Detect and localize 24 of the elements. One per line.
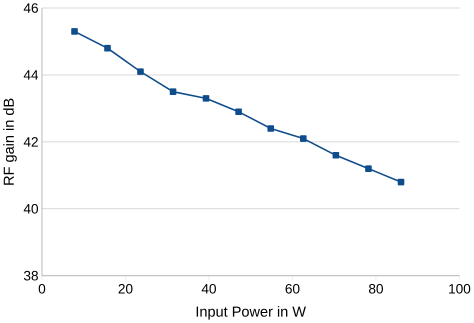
x-axis-title: Input Power in W (196, 306, 306, 320)
point (365, 165, 372, 172)
point (398, 178, 404, 186)
x-tick-label: 0 (38, 284, 46, 294)
y-tick-label: 42 (24, 137, 38, 147)
y-axis-title: RF gain in dB (3, 98, 17, 185)
point (71, 28, 78, 35)
point (332, 152, 340, 159)
point (137, 68, 144, 75)
x-tick-label: 60 (286, 284, 300, 294)
x-tick-label: 80 (369, 284, 383, 294)
y-tick-label: 44 (24, 70, 38, 80)
y-tick-label: 40 (24, 204, 38, 214)
y-tick-label: 46 (24, 3, 38, 13)
point (300, 135, 307, 142)
x-tick-label: 40 (202, 284, 216, 294)
x-tick-label: 100 (449, 284, 470, 294)
x-tick-label: 20 (118, 284, 132, 294)
point (104, 44, 111, 52)
point (170, 88, 176, 96)
point (235, 108, 242, 116)
y-tick-label: 38 (24, 270, 38, 281)
point (202, 95, 210, 102)
point (267, 125, 274, 132)
